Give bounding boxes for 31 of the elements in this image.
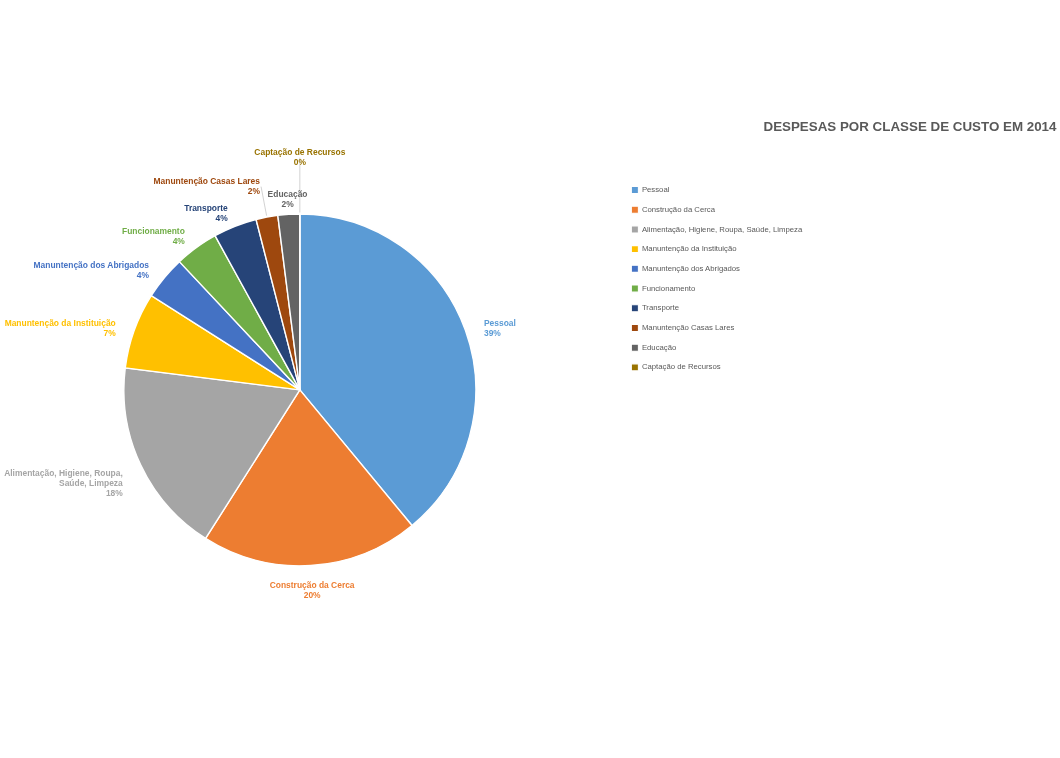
- legend-label: Transporte: [641, 303, 680, 313]
- slice-label: Alimentação, Higiene, Roupa, Saúde, Limpeza: [4, 468, 124, 488]
- legend-label: Manuntenção da Instituição: [641, 244, 737, 254]
- data-label: 18%: [105, 487, 124, 498]
- slice-label: Funcionamento: [122, 226, 185, 237]
- legend-label: Funcionamento: [641, 283, 696, 293]
- legend-label: Manuntenção dos Abrigados: [641, 263, 741, 273]
- slice-label: Pessoal: [483, 318, 516, 329]
- data-label: 4%: [136, 269, 150, 280]
- text: 0%: [293, 156, 306, 167]
- data-label: 4%: [172, 236, 186, 247]
- data-label: 7%: [103, 328, 117, 339]
- slice-label: Manuntenção Casas Lares: [153, 175, 261, 186]
- legend-label: Construção da Cerca: [641, 204, 716, 214]
- legend-label: Manuntenção Casas Lares: [641, 323, 735, 333]
- legend-label: Alimentação, Higiene, Roupa, Saúde, Limpeza: [641, 224, 803, 234]
- data-label: 2%: [281, 199, 295, 210]
- legend-label: Pessoal: [641, 185, 670, 195]
- category-label: Captação de Recursos: [254, 146, 346, 157]
- data-label: 2%: [247, 185, 261, 196]
- data-label: 39%: [483, 328, 502, 339]
- data-label: 20%: [303, 589, 322, 600]
- legend-label: Educação: [641, 342, 677, 352]
- slice-label: Educação: [267, 189, 308, 200]
- data-label: 4%: [215, 212, 229, 223]
- slice-label: Manuntenção da Instituição: [4, 318, 116, 329]
- slice-label: Transporte: [184, 202, 229, 213]
- text: DESPESAS POR CLASSE DE CUSTO EM 2014: [763, 118, 1058, 134]
- slice-label: Construção da Cerca: [269, 580, 355, 590]
- slice-label: Manuntenção dos Abrigados: [33, 259, 150, 270]
- legend-label: Captação de Recursos: [641, 362, 721, 372]
